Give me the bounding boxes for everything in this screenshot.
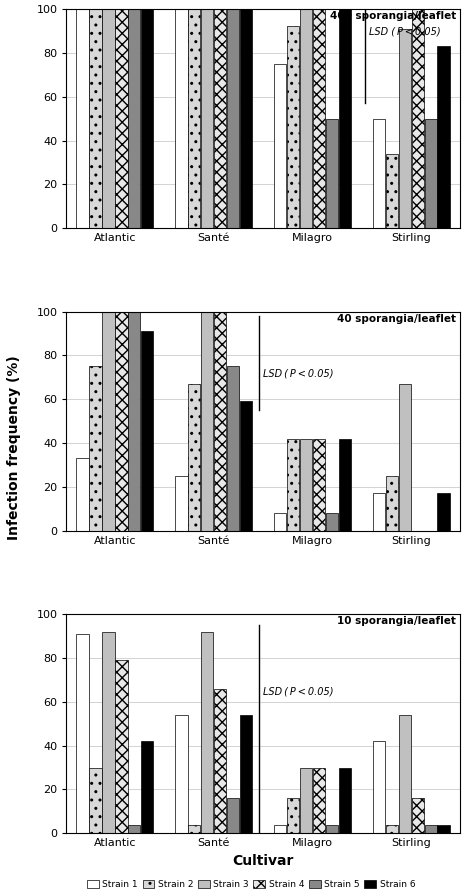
Bar — [300, 768, 312, 833]
Bar — [175, 9, 188, 228]
Bar — [438, 824, 450, 833]
Legend: Strain 1, Strain 2, Strain 3, Strain 4, Strain 5, Strain 6: Strain 1, Strain 2, Strain 3, Strain 4, … — [84, 877, 418, 892]
Bar — [386, 824, 398, 833]
Bar — [326, 118, 338, 228]
Bar — [274, 513, 286, 530]
Bar — [102, 632, 115, 833]
Bar — [326, 824, 338, 833]
Bar — [175, 476, 188, 530]
Bar — [373, 118, 385, 228]
Bar — [300, 439, 312, 530]
Bar — [227, 798, 239, 833]
Bar — [188, 9, 201, 228]
Bar — [386, 476, 398, 530]
Bar — [201, 9, 213, 228]
Bar — [411, 798, 424, 833]
Bar — [425, 118, 437, 228]
Bar — [438, 494, 450, 530]
Bar — [89, 768, 101, 833]
Bar — [141, 332, 154, 530]
Bar — [399, 383, 411, 530]
Bar — [227, 366, 239, 530]
Bar — [89, 9, 101, 228]
Bar — [175, 715, 188, 833]
Bar — [115, 660, 128, 833]
Bar — [425, 824, 437, 833]
Text: 10 sporangia/leaflet: 10 sporangia/leaflet — [337, 616, 456, 626]
Bar — [240, 9, 252, 228]
Bar — [411, 9, 424, 228]
Bar — [227, 9, 239, 228]
Bar — [76, 9, 89, 228]
Bar — [399, 29, 411, 228]
Bar — [201, 632, 213, 833]
Bar — [214, 9, 227, 228]
Bar — [274, 824, 286, 833]
Bar — [115, 9, 128, 228]
Bar — [300, 9, 312, 228]
Bar — [141, 9, 154, 228]
Bar — [115, 312, 128, 530]
Bar — [201, 312, 213, 530]
Bar — [287, 439, 299, 530]
Bar — [76, 633, 89, 833]
Bar — [438, 47, 450, 228]
Bar — [188, 824, 201, 833]
Bar — [287, 27, 299, 228]
Bar — [386, 153, 398, 228]
Bar — [128, 312, 140, 530]
Bar — [338, 439, 351, 530]
Bar — [338, 9, 351, 228]
Text: 40 sporangia/leaflet: 40 sporangia/leaflet — [337, 314, 456, 323]
Bar — [240, 401, 252, 530]
Text: Infection frequency (%): Infection frequency (%) — [7, 356, 21, 540]
Bar — [214, 312, 227, 530]
Bar — [373, 741, 385, 833]
Text: LSD ( P < 0.05): LSD ( P < 0.05) — [369, 27, 441, 37]
Bar — [287, 798, 299, 833]
Bar — [373, 494, 385, 530]
Bar — [313, 439, 325, 530]
Bar — [102, 9, 115, 228]
Bar — [399, 715, 411, 833]
X-axis label: Cultivar: Cultivar — [232, 854, 294, 867]
Bar — [274, 64, 286, 228]
Bar — [89, 366, 101, 530]
Bar — [214, 689, 227, 833]
Bar — [338, 768, 351, 833]
Text: 400 sporangia/leaflet: 400 sporangia/leaflet — [329, 11, 456, 22]
Text: LSD ( P < 0.05): LSD ( P < 0.05) — [263, 686, 334, 696]
Bar — [326, 513, 338, 530]
Bar — [128, 9, 140, 228]
Bar — [141, 741, 154, 833]
Bar — [240, 715, 252, 833]
Text: LSD ( P < 0.05): LSD ( P < 0.05) — [263, 368, 334, 378]
Bar — [313, 9, 325, 228]
Bar — [313, 768, 325, 833]
Bar — [102, 312, 115, 530]
Bar — [128, 824, 140, 833]
Bar — [188, 383, 201, 530]
Bar — [76, 459, 89, 530]
